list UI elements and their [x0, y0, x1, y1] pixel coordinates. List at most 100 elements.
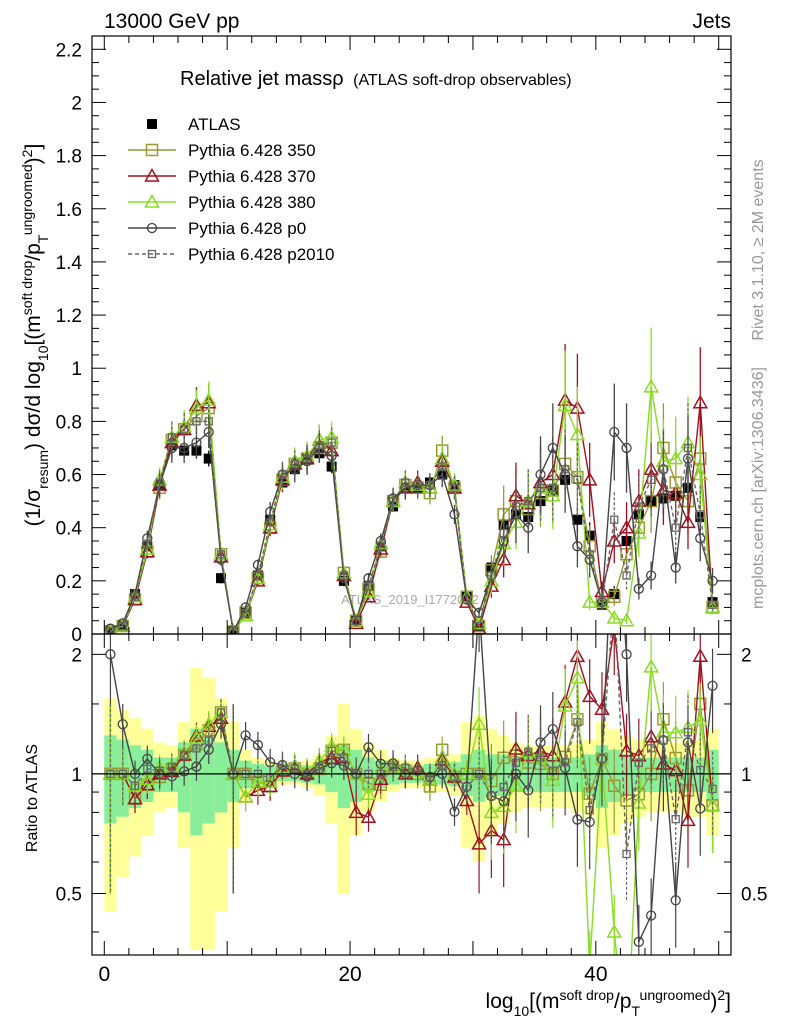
ratio-tick-label: 1	[71, 765, 82, 786]
legend-marker	[147, 249, 157, 259]
ratio-point	[557, 697, 573, 712]
ratio-point	[683, 728, 693, 737]
data-point	[536, 483, 545, 492]
data-point	[450, 483, 459, 492]
data-point	[557, 397, 573, 412]
data-point	[327, 438, 336, 447]
ratio-point	[536, 753, 545, 762]
legend-marker	[144, 193, 160, 208]
data-point	[659, 465, 668, 474]
y-axis-label-ratio: Ratio to ATLAS	[24, 744, 41, 852]
data-point	[339, 571, 349, 580]
y-tick-label: 0	[71, 625, 82, 646]
data-point	[585, 550, 594, 559]
ratio-point	[438, 761, 447, 770]
ratio-point	[363, 742, 374, 753]
data-point	[581, 594, 598, 608]
data-point	[203, 453, 214, 464]
data-point	[618, 519, 635, 534]
ratio-point	[372, 771, 389, 785]
data-point	[487, 571, 496, 580]
data-point	[425, 481, 435, 490]
data-point	[438, 462, 447, 471]
data-point	[326, 450, 337, 462]
ratio-point	[608, 779, 621, 793]
data-point	[352, 616, 361, 625]
legend-marker	[145, 143, 159, 157]
ratio-point	[692, 648, 709, 663]
ratio-point	[560, 758, 570, 767]
ratio-point	[459, 792, 475, 807]
ratio-point	[659, 736, 668, 745]
ratio-point	[471, 716, 487, 731]
y-tick-label: 1.6	[56, 200, 82, 221]
data-point	[192, 417, 201, 426]
data-point	[364, 582, 373, 591]
ratio-band-inner	[214, 742, 228, 813]
data-point	[401, 478, 410, 487]
ratio-band-inner	[202, 735, 215, 824]
ratio-point	[569, 669, 586, 684]
ratio-point	[143, 764, 152, 773]
header-left: 13000 GeV pp	[104, 10, 239, 33]
data-point	[581, 471, 598, 486]
ratio-tick-label-right: 0.5	[741, 884, 767, 905]
ratio-point	[585, 805, 594, 815]
ratio-point	[680, 812, 696, 827]
ratio-point	[360, 786, 377, 800]
data-point	[180, 425, 189, 434]
ratio-tick-label: 0.5	[56, 884, 82, 905]
data-point	[545, 487, 561, 502]
y-tick-label: 1.8	[56, 147, 82, 168]
axes: 0 0.2 0.4 0.6 0.8 1 1.2 1.4 1.6 1.8 2 2.2 0.5 0.5 1 1 2 2…	[56, 36, 767, 986]
header-right: Jets	[692, 10, 731, 33]
data-point	[278, 470, 287, 479]
data-point	[683, 443, 693, 453]
ratio-point	[584, 816, 595, 828]
ratio-point	[704, 797, 721, 812]
data-point	[524, 496, 533, 506]
data-point	[143, 539, 152, 548]
data-point	[597, 597, 607, 607]
ratio-point	[216, 708, 226, 717]
side-rivet: Rivet 3.1.10, ≥ 2M events	[750, 159, 767, 340]
ratio-point	[487, 791, 496, 801]
data-point	[204, 417, 213, 426]
ratio-line	[110, 634, 714, 855]
ratio-point	[511, 758, 521, 767]
data-point	[216, 550, 226, 559]
ratio-point	[646, 744, 656, 753]
ratio-point	[572, 814, 583, 825]
ratio-point	[192, 744, 201, 753]
watermark: ATLAS_2019_I1772062	[341, 592, 479, 607]
data-point	[449, 509, 460, 520]
x-tick-label: 0	[98, 963, 110, 986]
data-point	[351, 615, 362, 626]
main-plot	[104, 327, 721, 634]
ratio-point	[139, 771, 156, 785]
data-point	[289, 464, 300, 475]
ratio-point	[633, 936, 644, 947]
ratio-point	[117, 719, 128, 730]
data-point	[155, 478, 164, 487]
data-point	[692, 394, 709, 409]
data-point	[474, 621, 484, 631]
data-point	[633, 583, 644, 594]
data-point	[118, 621, 127, 631]
y-tick-label: 2.2	[56, 40, 82, 61]
ratio-point	[204, 736, 213, 745]
legend-marker	[147, 119, 157, 129]
data-point	[241, 608, 250, 617]
data-point	[692, 466, 709, 481]
data-point	[560, 465, 570, 474]
ratio-point	[237, 788, 254, 803]
data-point	[315, 441, 324, 450]
data-point	[645, 570, 657, 581]
x-tick-label: 40	[584, 963, 607, 986]
data-point	[606, 532, 623, 547]
data-point	[572, 541, 583, 552]
legend-marker	[144, 167, 160, 182]
chart-title: Relative jet massρ (ATLAS soft-drop obse…	[180, 68, 572, 90]
ratio-point	[167, 762, 177, 771]
